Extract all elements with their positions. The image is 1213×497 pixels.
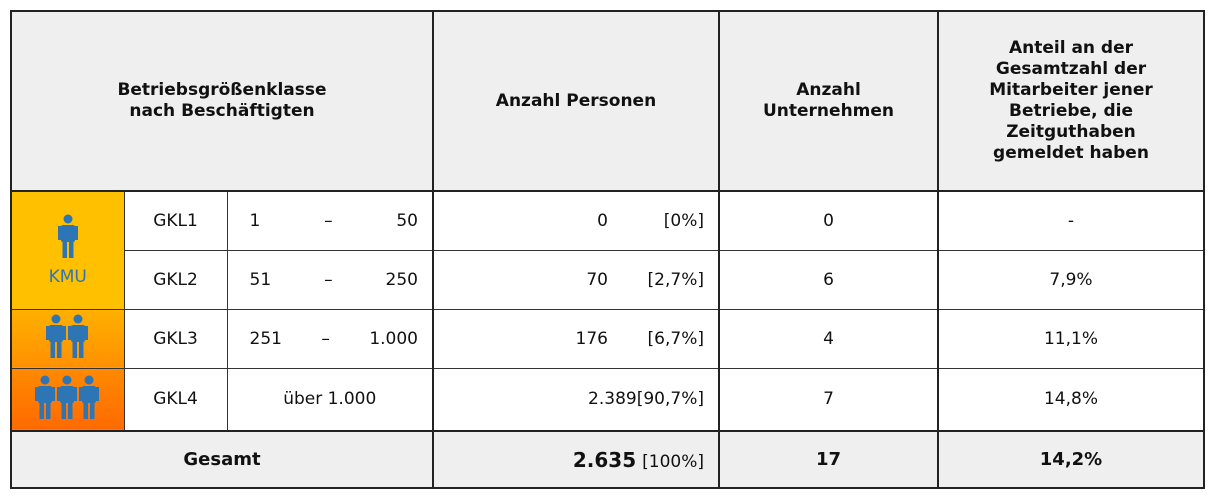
range-to: 1.000 (369, 328, 418, 349)
header-text: Anteil an der (1008, 38, 1134, 58)
cell: GKL4 (123, 367, 228, 432)
cell: 6 (718, 249, 939, 310)
cell: 51 – 250 (226, 249, 434, 310)
cell: über 1.000 (226, 367, 434, 432)
cell: 251 – 1.000 (226, 308, 434, 369)
header-cell: Betriebsgrößenklasse nach Beschäftigten (10, 10, 434, 192)
total-row: Gesamt 2.635 [100%] 17 14,2% (10, 430, 1205, 489)
cell: Gesamt (10, 430, 434, 489)
cell: 176 [6,7%] (432, 308, 720, 369)
cell: GKL3 (123, 308, 228, 369)
header-text: Gesamtzahl der (995, 59, 1147, 79)
person-icon (45, 314, 88, 358)
cell: GKL1 (123, 190, 228, 251)
persons: 70 (586, 269, 608, 290)
range-dash: – (324, 269, 333, 290)
cell: 70 [2,7%] (432, 249, 720, 310)
persons: 2.635 (572, 447, 637, 472)
icon-cell (10, 367, 125, 432)
range-from: 1 (249, 210, 261, 231)
header-text: Mitarbeiter jener (989, 80, 1153, 100)
cell: 0 (718, 190, 939, 251)
cell: 4 (718, 308, 939, 369)
persons: 2.389 (588, 389, 637, 410)
row: GKL2 51 – 250 70 [2,7%] 6 7,9% (11, 249, 1205, 310)
persons-share: [0%] (663, 210, 704, 231)
header-text: Anzahl Personen (495, 90, 657, 111)
cell: 17 (718, 430, 939, 489)
cell: 2.389[90,7%] (432, 367, 720, 432)
icon-cell: KMU (10, 190, 125, 310)
person-icon (34, 375, 99, 419)
header-text: Betriebe, die (1009, 101, 1133, 121)
range-from: 251 (249, 328, 282, 349)
range-dash: – (321, 328, 330, 349)
cell: 7,9% (937, 249, 1205, 310)
header-text: Zeitguthaben (1006, 122, 1136, 142)
range-dash: – (324, 210, 333, 231)
persons-share: [100%] (642, 451, 704, 472)
persons-share: [90,7%] (636, 389, 704, 410)
row: GKL4 über 1.000 2.389[90,7%] 7 14,8% (10, 367, 1205, 432)
cell: 14,2% (937, 430, 1205, 489)
cell: 7 (718, 367, 939, 432)
persons-share: [2,7%] (647, 269, 704, 290)
persons: 176 (575, 328, 608, 349)
persons: 0 (597, 210, 608, 231)
table: Betriebsgrößenklasse nach Beschäftigten A… (10, 10, 1205, 489)
header-text: Unternehmen (762, 101, 895, 121)
cell: 1 – 50 (226, 190, 434, 251)
header-text: gemeldet haben (993, 143, 1149, 163)
cell: 14,8% (937, 367, 1205, 432)
header-text: Betriebsgrößenklasse (117, 80, 327, 100)
row: KMU GKL1 1 – 50 0 [0%] 0 - (10, 190, 1205, 310)
cell: - (937, 190, 1205, 251)
header-row: Betriebsgrößenklasse nach Beschäftigten A… (10, 10, 1205, 192)
cell: 2.635 [100%] (432, 430, 720, 489)
cell: 0 [0%] (432, 190, 720, 251)
range-to: 250 (385, 269, 418, 290)
icon-cell (10, 308, 125, 369)
range-from: 51 (249, 269, 272, 290)
range-to: 50 (396, 210, 418, 231)
header-cell: Anzahl Unternehmen (718, 10, 939, 192)
row: GKL3 251 – 1.000 176 [6,7%] 4 11,1% (10, 308, 1205, 369)
header-text: Anzahl (796, 80, 861, 100)
cell: GKL2 (123, 249, 228, 310)
person-icon (58, 214, 78, 258)
header-cell: Anteil an der Gesamtzahl der Mitarbeiter j… (937, 10, 1205, 192)
header-text: nach Beschäftigten (129, 101, 315, 121)
header-cell: Anzahl Personen (432, 10, 720, 192)
kmu-label: KMU (48, 266, 87, 287)
persons-share: [6,7%] (647, 328, 704, 349)
cell: 11,1% (937, 308, 1205, 369)
